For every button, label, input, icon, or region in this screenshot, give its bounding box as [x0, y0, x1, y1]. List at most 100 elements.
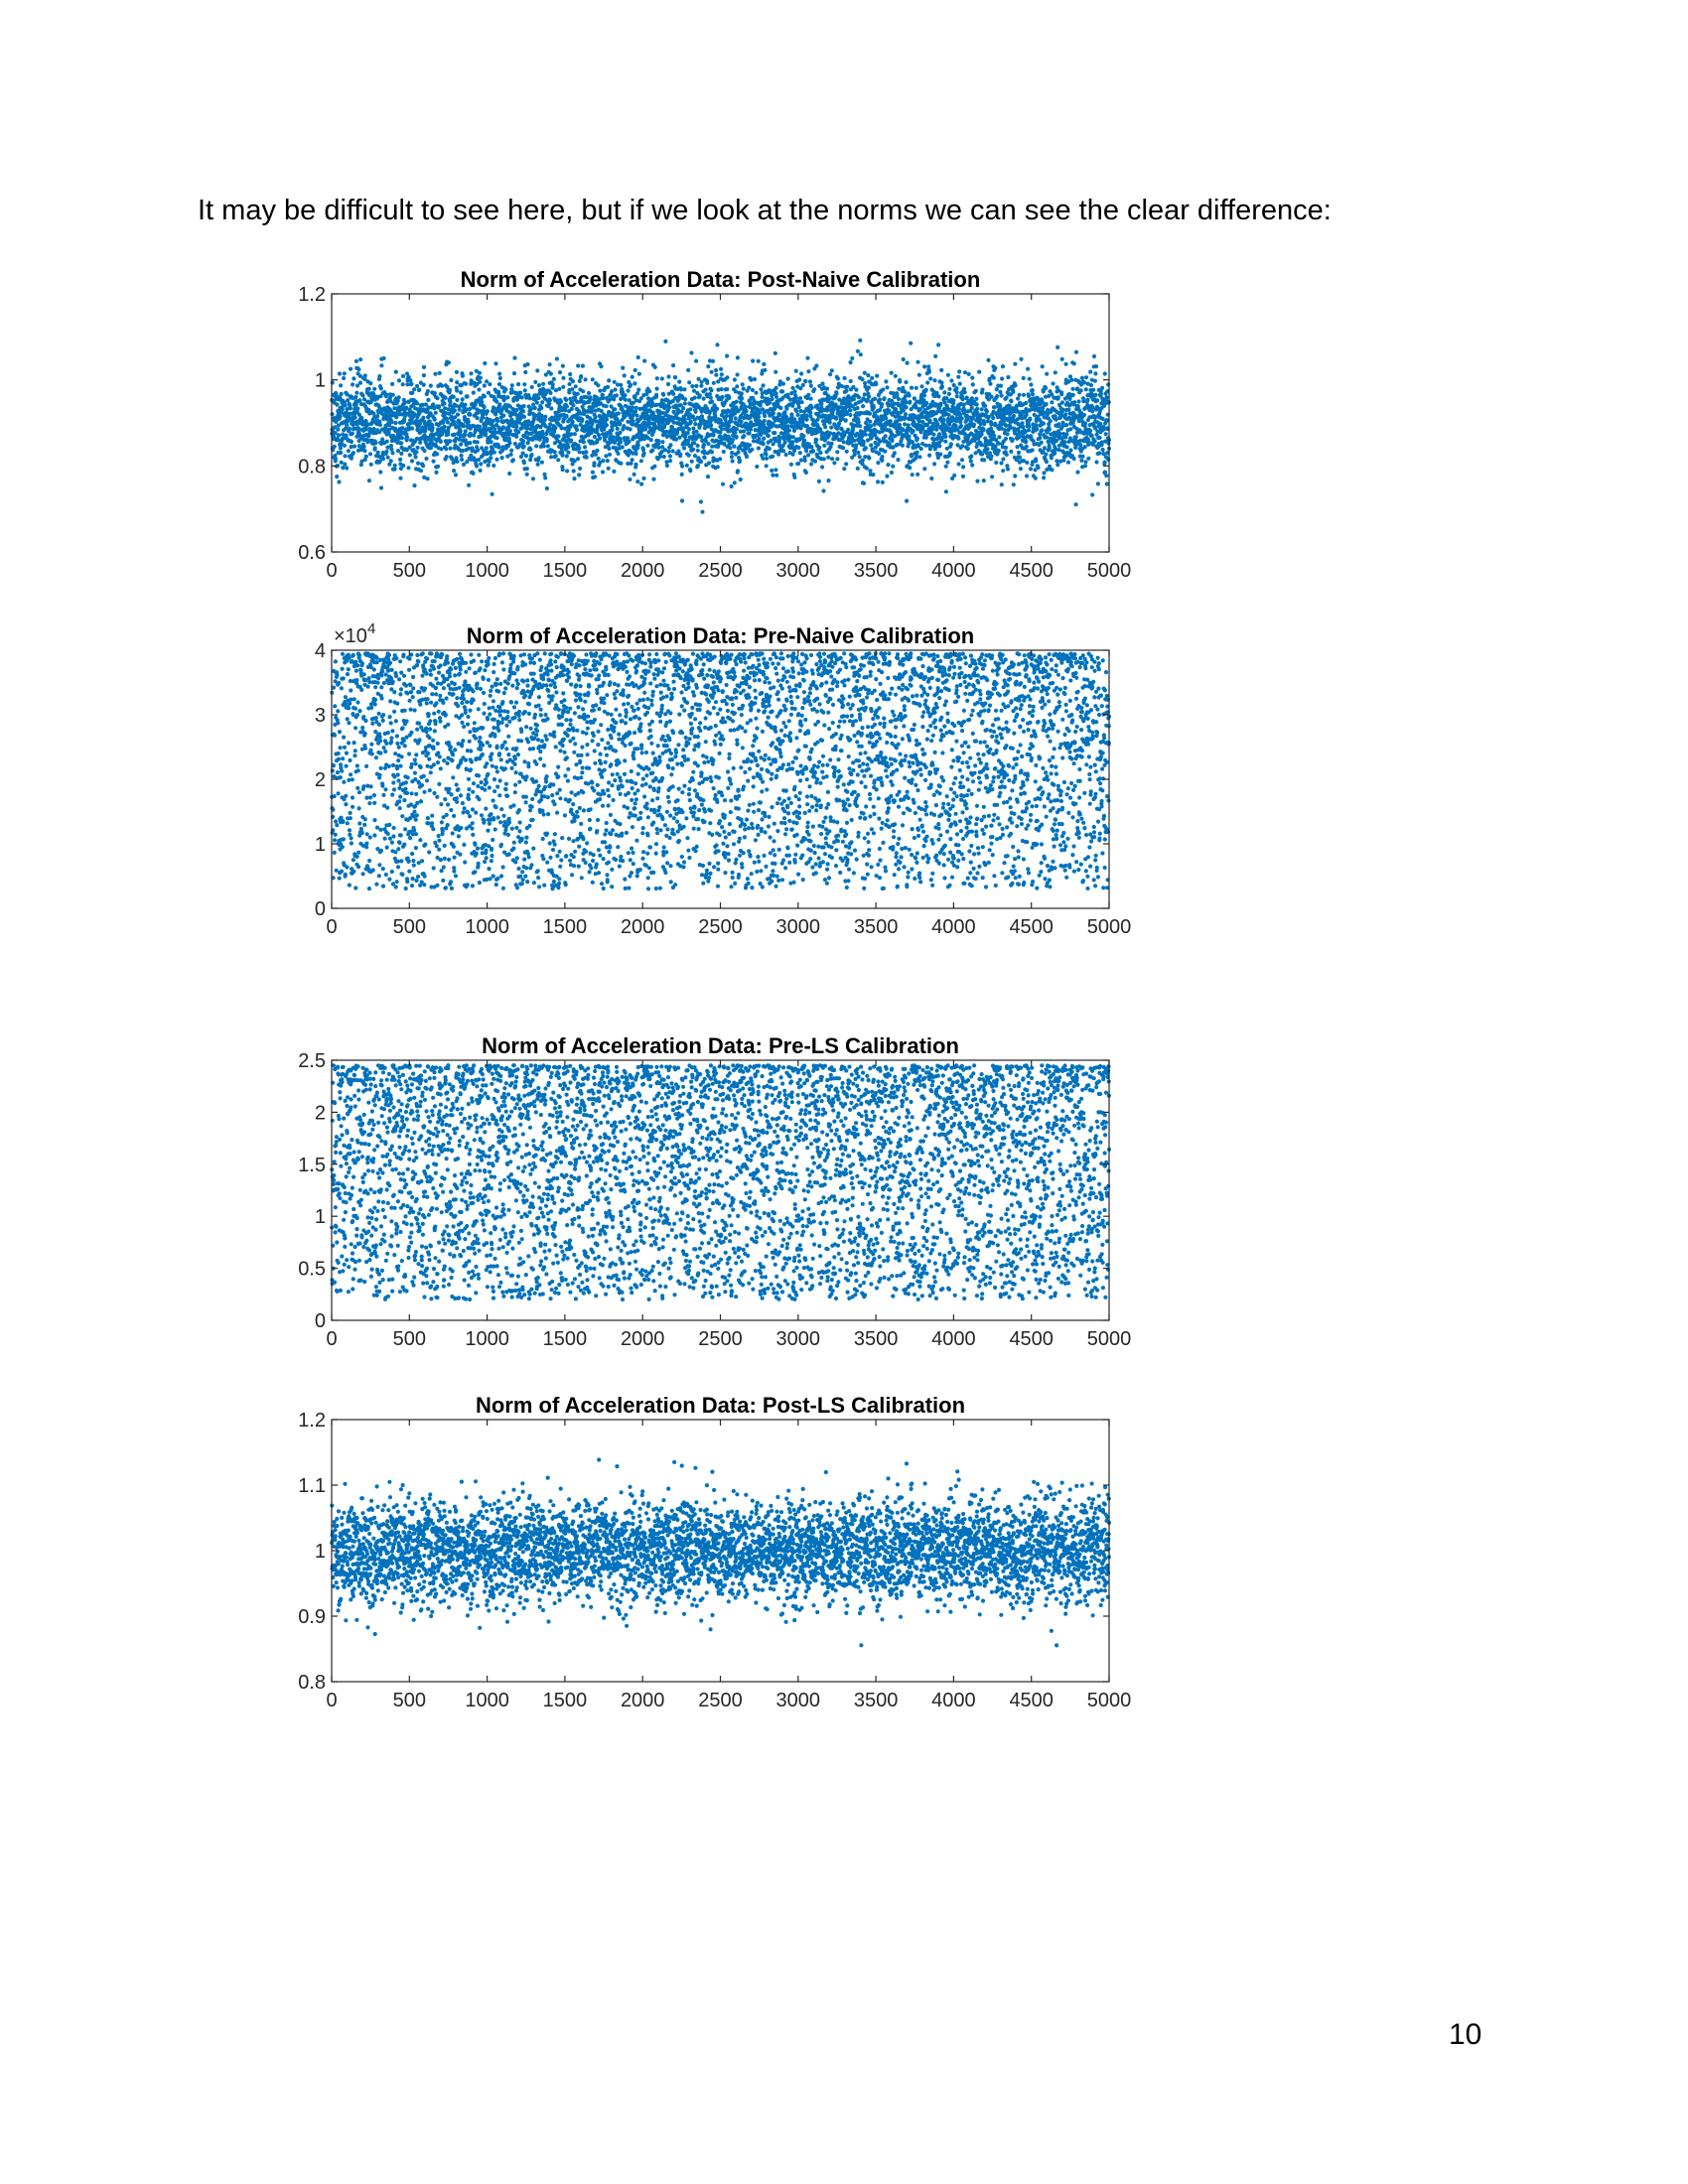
data-point [869, 443, 873, 447]
data-point [1084, 375, 1088, 379]
data-point [685, 464, 689, 468]
data-point [699, 460, 703, 464]
data-point [912, 429, 915, 433]
data-point [571, 379, 575, 383]
data-point [718, 457, 722, 461]
data-point [781, 382, 785, 386]
data-point [479, 376, 483, 380]
data-point [1095, 398, 1099, 402]
data-point [598, 437, 602, 441]
data-point [344, 403, 348, 407]
data-point [720, 395, 724, 399]
data-point [621, 366, 625, 370]
data-point [908, 400, 912, 404]
data-point [459, 430, 463, 434]
data-point [578, 467, 582, 471]
data-point [894, 374, 898, 378]
data-point [492, 451, 496, 455]
data-point [549, 372, 553, 376]
data-point [902, 357, 906, 361]
data-point [1025, 445, 1029, 449]
data-point [690, 384, 694, 388]
data-point [610, 428, 614, 432]
data-point [576, 457, 580, 461]
data-point [902, 408, 906, 412]
data-point [744, 409, 748, 413]
data-point [1057, 432, 1061, 436]
data-point [582, 440, 586, 444]
data-point [520, 426, 524, 430]
data-point [1094, 460, 1098, 464]
data-point [706, 442, 710, 446]
data-point [983, 404, 987, 408]
data-point [822, 444, 826, 448]
data-point [571, 403, 575, 407]
data-point [491, 492, 494, 496]
data-point [1106, 458, 1110, 462]
data-point [949, 378, 953, 382]
data-point [736, 469, 740, 473]
data-point [476, 448, 480, 452]
data-point [619, 440, 623, 444]
data-point [652, 465, 656, 469]
data-point [862, 441, 866, 445]
data-point [886, 463, 890, 467]
data-point [709, 396, 713, 400]
data-point [739, 478, 743, 481]
data-point [722, 450, 726, 454]
data-point [525, 473, 529, 477]
data-point [878, 397, 882, 401]
data-point [890, 371, 894, 375]
data-point [696, 464, 700, 468]
data-point [747, 386, 751, 390]
data-point [1068, 427, 1072, 431]
data-point [1031, 388, 1035, 392]
data-point [637, 372, 641, 376]
data-point [828, 431, 832, 435]
data-point [488, 460, 492, 464]
data-point [980, 452, 984, 456]
data-point [762, 437, 766, 441]
data-point [699, 499, 703, 503]
data-point [834, 392, 838, 396]
data-point [773, 431, 776, 435]
data-point [588, 395, 592, 399]
chart-1: 0 500 1000 1500 2000 2500 3000 3500 4000 4500 5000… [298, 267, 1131, 582]
data-point [458, 408, 462, 412]
data-point [985, 409, 989, 413]
data-point [619, 462, 623, 466]
data-point [642, 359, 646, 363]
data-point [768, 447, 772, 451]
data-point [431, 402, 435, 406]
data-point [1001, 364, 1005, 368]
data-point [942, 390, 946, 394]
data-point [467, 483, 471, 487]
data-point [661, 393, 665, 397]
data-point [444, 447, 448, 451]
data-point [367, 387, 371, 391]
data-point [936, 394, 940, 398]
data-point [910, 386, 914, 390]
data-point [422, 365, 426, 369]
data-point [822, 457, 826, 461]
data-point [848, 408, 852, 412]
data-point [469, 371, 473, 375]
data-point [440, 384, 444, 388]
data-point [705, 381, 709, 385]
data-point [414, 455, 418, 459]
data-point [668, 454, 672, 458]
data-point [631, 375, 634, 379]
data-point [844, 462, 848, 466]
data-point [651, 478, 655, 481]
data-point [351, 432, 354, 436]
data-point [840, 384, 844, 388]
data-point [853, 453, 857, 457]
data-point [336, 428, 340, 432]
data-point [485, 446, 489, 450]
data-point [1054, 370, 1057, 374]
data-point [497, 372, 501, 376]
data-point [1040, 441, 1044, 445]
data-point [618, 421, 622, 425]
data-point [1097, 451, 1101, 455]
data-point [677, 380, 681, 384]
